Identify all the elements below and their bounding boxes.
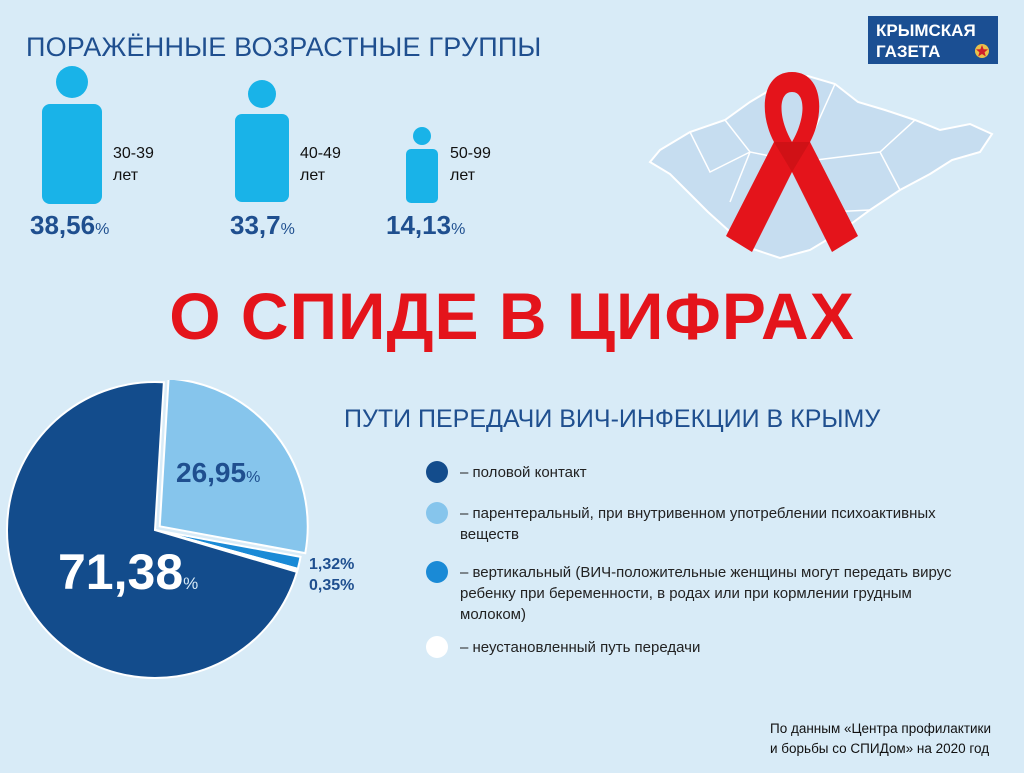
percent-value: 14,13 bbox=[386, 210, 452, 240]
source-line: По данным «Центра профилактики bbox=[770, 721, 991, 736]
age-group-label: 50-99 лет bbox=[450, 143, 491, 187]
transmission-pie-chart bbox=[5, 380, 309, 679]
percent-sign: % bbox=[280, 221, 295, 238]
page-headline: О СПИДЕ В ЦИФРАХ bbox=[169, 279, 855, 353]
percent-sign: % bbox=[183, 574, 199, 593]
legend-label: – парентеральный, при внутривенном употр… bbox=[460, 505, 936, 543]
legend-label: – половой контакт bbox=[460, 464, 587, 481]
logo-line1: КРЫМСКАЯ bbox=[876, 21, 976, 40]
percent-value: 33,7 bbox=[230, 210, 281, 240]
pie-slice-1 bbox=[158, 380, 309, 555]
age-unit: лет bbox=[450, 167, 476, 184]
person-icon bbox=[406, 127, 438, 203]
source-line: и борьбы со СПИДом» на 2020 год bbox=[770, 741, 990, 756]
age-group-label: 40-49 лет bbox=[300, 143, 341, 187]
age-group-label: 30-39 лет bbox=[113, 143, 154, 187]
legend-item: – вертикальный (ВИЧ-положительные женщин… bbox=[426, 561, 960, 625]
slice-value: 71,38 bbox=[58, 544, 184, 600]
legend-swatch bbox=[426, 502, 448, 524]
slice-label-parenteral: 26,95% bbox=[176, 457, 260, 489]
percent-value: 38,56 bbox=[30, 210, 96, 240]
routes-title: ПУТИ ПЕРЕДАЧИ ВИЧ-ИНФЕКЦИИ В КРЫМУ bbox=[344, 405, 881, 433]
slice-label-vertical: 1,32% bbox=[309, 556, 355, 573]
age-group-percent: 14,13% bbox=[386, 210, 465, 241]
slice-value: 26,95 bbox=[176, 457, 247, 488]
legend-swatch bbox=[426, 636, 448, 658]
age-range: 30-39 bbox=[113, 145, 154, 162]
pie-slice-0 bbox=[5, 381, 299, 679]
percent-sign: % bbox=[95, 221, 110, 238]
legend-item: – неустановленный путь передачи bbox=[426, 636, 960, 658]
age-range: 40-49 bbox=[300, 145, 341, 162]
age-groups-title: ПОРАЖЁННЫЕ ВОЗРАСТНЫЕ ГРУППЫ bbox=[26, 32, 542, 62]
legend-swatch bbox=[426, 461, 448, 483]
age-range: 50-99 bbox=[450, 145, 491, 162]
age-group-percent: 33,7% bbox=[230, 210, 295, 241]
slice-label-unknown: 0,35% bbox=[309, 577, 355, 594]
logo-line2: ГАЗЕТА bbox=[876, 42, 941, 61]
age-unit: лет bbox=[113, 167, 139, 184]
percent-sign: % bbox=[451, 221, 466, 238]
legend-label: – неустановленный путь передачи bbox=[460, 639, 701, 656]
legend-swatch bbox=[426, 561, 448, 583]
legend-label: – вертикальный (ВИЧ-положительные женщин… bbox=[460, 564, 952, 623]
legend-item: – половой контакт bbox=[426, 461, 960, 483]
source-note: По данным «Центра профилактики и борьбы … bbox=[770, 719, 998, 759]
star-emblem-icon bbox=[975, 44, 989, 58]
legend-item: – парентеральный, при внутривенном употр… bbox=[426, 502, 960, 545]
person-icon bbox=[42, 66, 102, 204]
newspaper-logo: КРЫМСКАЯ ГАЗЕТА bbox=[868, 16, 998, 64]
person-icon bbox=[235, 80, 289, 202]
age-group-percent: 38,56% bbox=[30, 210, 109, 241]
slice-label-sexual: 71,38% bbox=[58, 543, 198, 601]
aids-ribbon-icon bbox=[726, 72, 858, 252]
percent-sign: % bbox=[246, 469, 261, 486]
age-unit: лет bbox=[300, 167, 326, 184]
